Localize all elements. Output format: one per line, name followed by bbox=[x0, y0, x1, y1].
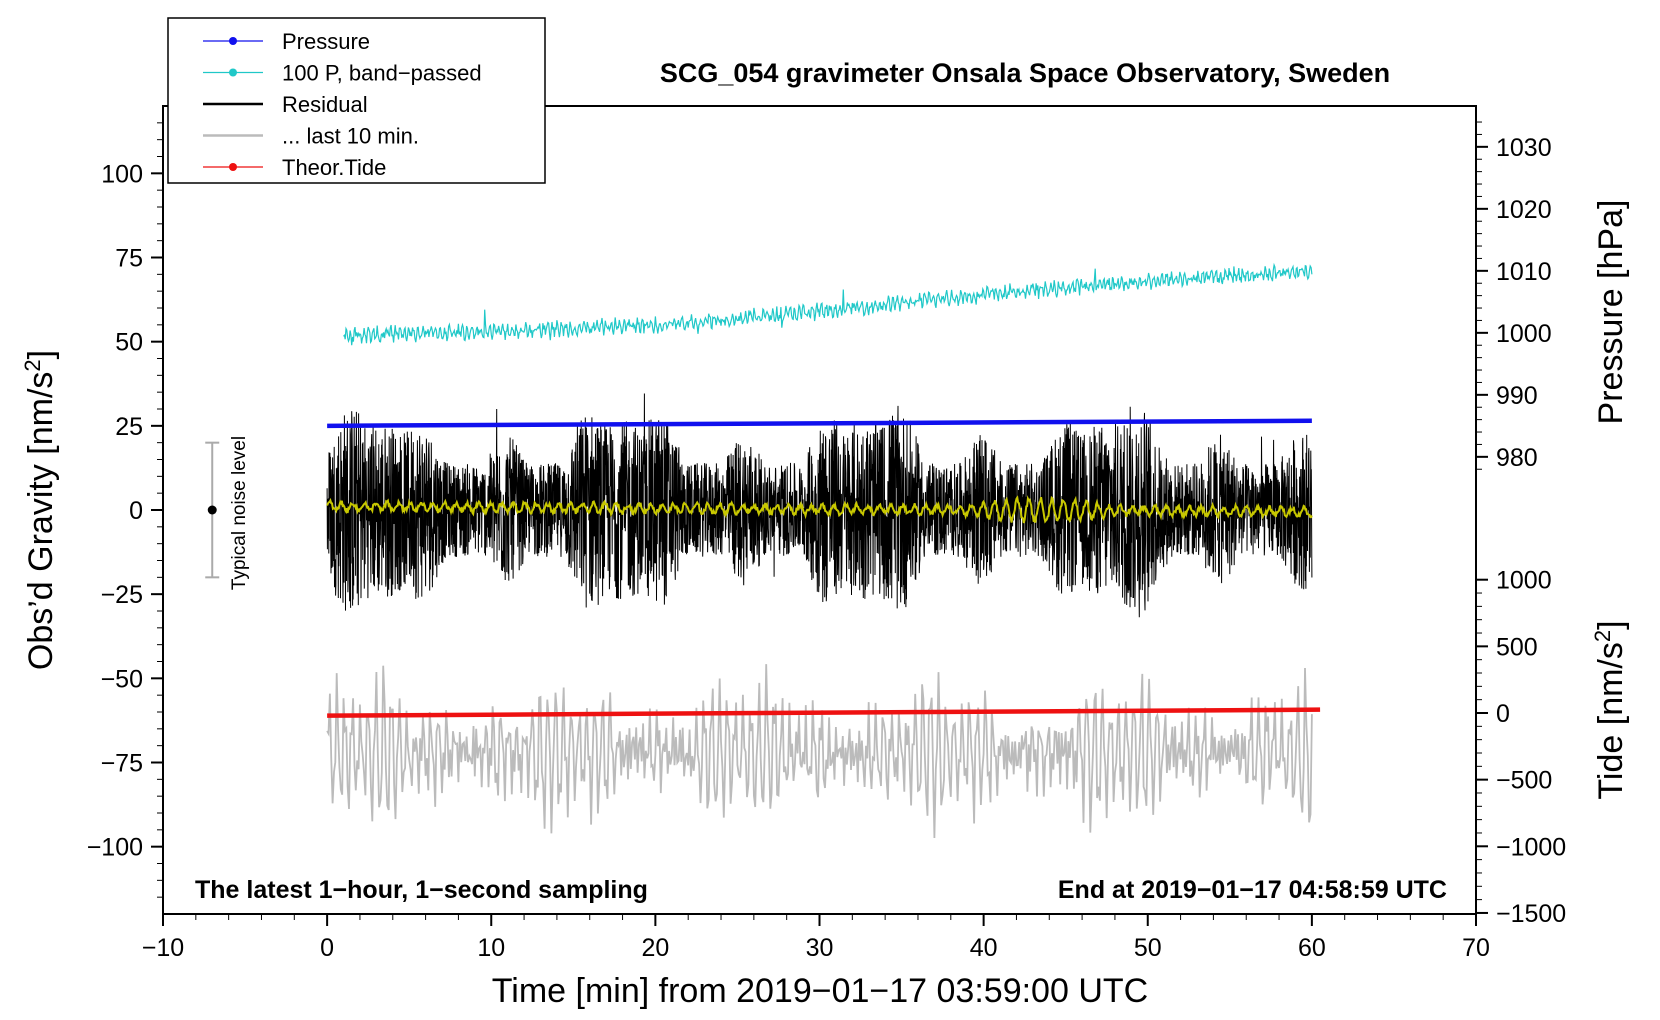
y-left-tick-label: −100 bbox=[87, 834, 143, 862]
legend-label: Theor.Tide bbox=[282, 155, 386, 180]
x-tick-label: 60 bbox=[1298, 934, 1326, 962]
x-tick-label: 70 bbox=[1462, 934, 1490, 962]
noise-level-label: Typical noise level bbox=[229, 436, 250, 590]
tide-axis-title-sup: 2 bbox=[1590, 630, 1615, 642]
x-tick-label: 10 bbox=[477, 934, 505, 962]
pressure-tick-label: 990 bbox=[1496, 382, 1538, 410]
y-left-tick-label: 0 bbox=[129, 497, 143, 525]
noise-level-dot bbox=[207, 505, 217, 515]
legend-box bbox=[167, 17, 546, 184]
series-theor-tide-line bbox=[327, 707, 1321, 718]
legend-label: ... last 10 min. bbox=[282, 124, 419, 149]
x-tick-label: 40 bbox=[970, 934, 998, 962]
legend-label: 100 P, band−passed bbox=[282, 61, 482, 86]
pressure-tick-label: 980 bbox=[1496, 444, 1538, 472]
legend-swatch-marker bbox=[229, 68, 237, 77]
series-residual-line bbox=[326, 393, 1313, 618]
pressure-tick-label: 1030 bbox=[1496, 134, 1552, 162]
x-tick-label: 50 bbox=[1134, 934, 1162, 962]
y-left-tick-label: −50 bbox=[101, 665, 143, 693]
legend-label: Residual bbox=[282, 92, 368, 117]
series-layer bbox=[326, 262, 1321, 839]
x-tick-label: −10 bbox=[142, 934, 184, 962]
y-left-tick-label: 75 bbox=[115, 245, 143, 273]
tide-axis-title: Tide [nm/s2] bbox=[1590, 620, 1630, 799]
legend-label: Pressure bbox=[282, 29, 370, 54]
x-axis-title: Time [min] from 2019−01−17 03:59:00 UTC bbox=[492, 972, 1148, 1010]
y-left-tick-label: 100 bbox=[101, 160, 143, 188]
tide-tick-label: 500 bbox=[1496, 633, 1538, 661]
noise-level-indicator bbox=[205, 441, 220, 579]
series-last-10-min-line bbox=[326, 664, 1313, 839]
chart-title: SCG_054 gravimeter Onsala Space Observat… bbox=[660, 58, 1390, 88]
legend: Pressure 100 P, band−passed Residual ... la… bbox=[167, 17, 546, 184]
tide-axis-title-main: Tide [nm/s bbox=[1592, 642, 1630, 799]
pressure-tick-label: 1010 bbox=[1496, 258, 1552, 286]
series-100p-band-passed-line bbox=[343, 262, 1313, 346]
x-tick-label: 20 bbox=[641, 934, 669, 962]
tide-tick-label: −500 bbox=[1496, 767, 1552, 795]
left-y-axis-title-main: Obs’d Gravity [nm/s bbox=[22, 372, 60, 671]
pressure-tick-label: 1000 bbox=[1496, 320, 1552, 348]
y-left-tick-label: 50 bbox=[115, 329, 143, 357]
series-pressure-line bbox=[327, 418, 1312, 429]
y-left-tick-label: −75 bbox=[101, 750, 143, 778]
left-y-axis-title: Obs’d Gravity [nm/s2] bbox=[20, 350, 60, 670]
pressure-tick-label: 1020 bbox=[1496, 196, 1552, 224]
y-left-tick-label: 25 bbox=[115, 413, 143, 441]
pressure-axis-title: Pressure [hPa] bbox=[1592, 200, 1630, 425]
left-y-axis-title-sup: 2 bbox=[20, 359, 45, 371]
annotation-left: The latest 1−hour, 1−second sampling bbox=[195, 876, 648, 904]
legend-swatch-marker bbox=[229, 37, 237, 45]
tide-tick-label: 1000 bbox=[1496, 567, 1552, 595]
axes-layer: −10 0 10 20 30 40 50 60 701007550250−25−50−75−10… bbox=[87, 121, 1566, 962]
x-tick-label: 30 bbox=[806, 934, 834, 962]
y-left-tick-label: −25 bbox=[101, 581, 143, 609]
tide-tick-label: −1500 bbox=[1496, 900, 1566, 928]
left-y-axis-title-close: ] bbox=[22, 350, 60, 359]
x-tick-label: 0 bbox=[320, 934, 334, 962]
tide-axis-title-close: ] bbox=[1592, 620, 1630, 629]
series-residual-smoothed-line bbox=[326, 495, 1313, 524]
legend-swatch-marker bbox=[229, 163, 237, 171]
tide-tick-label: −1000 bbox=[1496, 833, 1566, 861]
annotation-right: End at 2019−01−17 04:58:59 UTC bbox=[1058, 876, 1447, 904]
tide-tick-label: 0 bbox=[1496, 700, 1510, 728]
